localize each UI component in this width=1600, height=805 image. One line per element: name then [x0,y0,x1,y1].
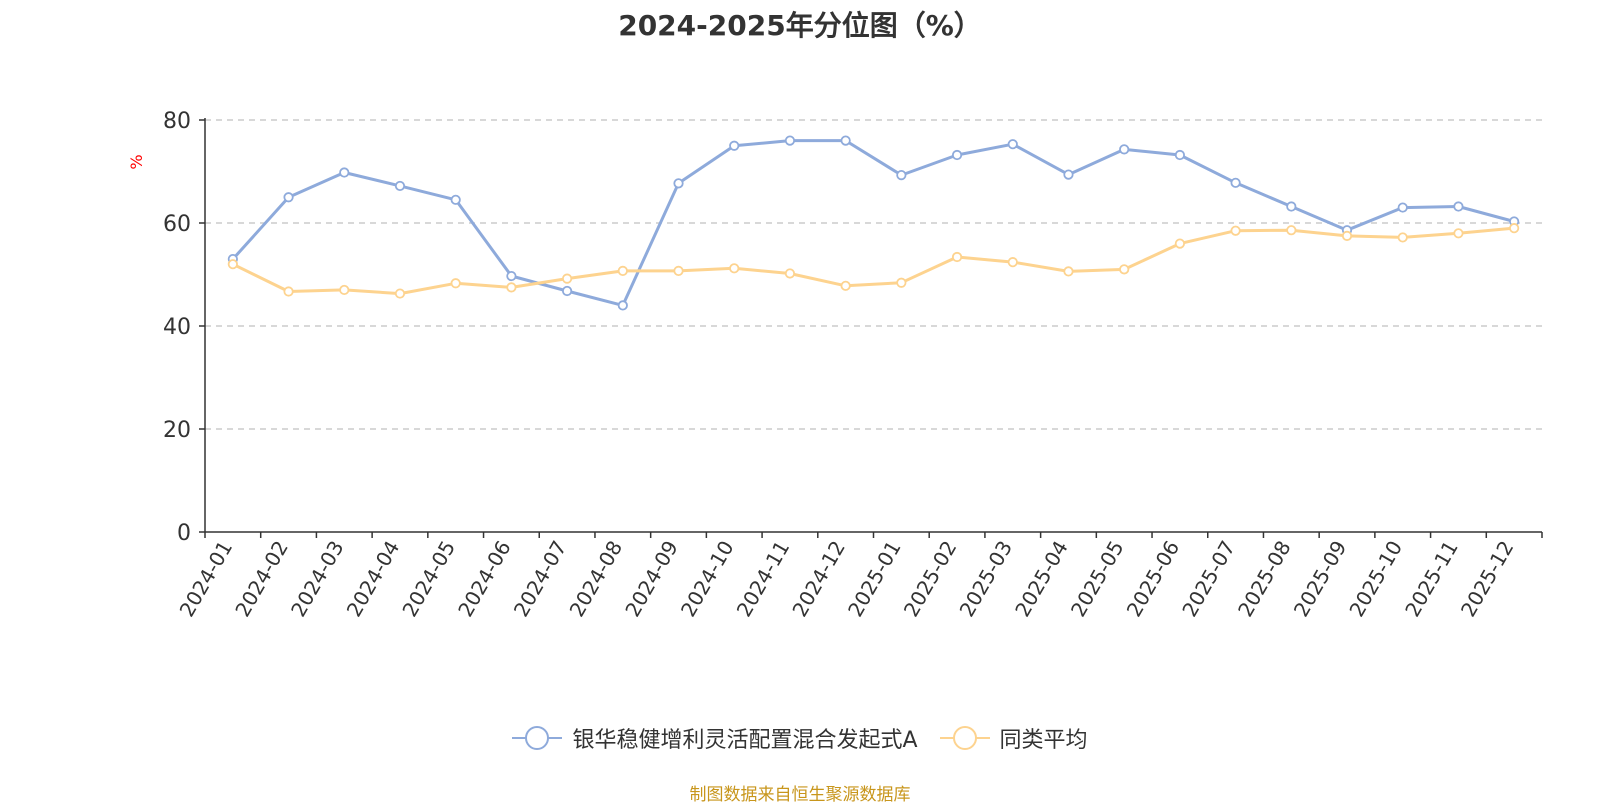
series-markers [227,135,1520,311]
x-tick-label: 2024-12 [787,537,850,621]
data-point [227,259,238,270]
x-tick-label: 2025-04 [1010,537,1073,621]
x-tick-label: 2025-11 [1400,537,1463,621]
data-point [1286,225,1297,236]
grid-lines [205,119,1542,430]
data-point [673,178,684,189]
x-tick-label: 2025-03 [955,536,1018,620]
x-tick-label: 2024-07 [509,537,572,621]
series-lines [231,139,1515,307]
x-tick-label: 2024-04 [342,537,405,621]
data-point [784,268,796,279]
data-point [1007,139,1018,150]
x-tick-label: 2025-02 [899,537,962,621]
y-tick-label: 0 [177,521,191,546]
legend-label: 同类平均 [999,728,1088,753]
data-point [617,300,628,311]
legend-item[interactable]: 银华稳健增利灵活配置混合发起式A [512,722,918,754]
y-axis-label: % [127,154,146,169]
data-point [1174,149,1185,161]
data-point [506,270,517,282]
data-point [1230,225,1241,236]
data-point [506,282,517,293]
data-point [729,140,740,151]
axes: 0204060802024-012024-022024-032024-04202… [163,109,1543,621]
data-point [673,265,684,276]
data-point [283,192,294,203]
legend-marker-icon [939,726,990,750]
data-point [562,285,573,297]
y-tick-label: 20 [163,418,191,443]
chart-title: 2024-2025年分位图（%） [618,9,982,42]
x-tick-label: 2025-07 [1177,537,1240,621]
legend-label: 银华稳健增利灵活配置混合发起式A [572,728,918,753]
data-point [1230,177,1241,188]
data-point [450,278,461,289]
data-point [840,135,851,146]
data-point [1341,230,1353,241]
y-tick-label: 60 [163,212,191,237]
data-point [394,180,406,192]
x-tick-label: 2025-10 [1344,537,1407,621]
data-point [1397,202,1408,213]
legend-marker-icon [512,726,563,750]
x-tick-label: 2024-06 [453,537,516,621]
data-point [1453,228,1464,239]
legend: 银华稳健增利灵活配置混合发起式A 同类平均 [0,722,1600,754]
x-tick-label: 2025-09 [1289,537,1352,621]
data-point [1453,201,1464,212]
data-point [729,263,740,274]
x-tick-label: 2024-03 [286,537,349,621]
data-source-note: 制图数据来自恒生聚源数据库 [689,785,911,805]
data-point [1509,223,1520,234]
x-tick-label: 2025-06 [1122,537,1185,621]
series-line [231,139,1515,307]
y-tick-label: 40 [163,315,191,340]
data-point [617,265,628,276]
data-point [339,284,350,296]
data-point [1397,232,1408,243]
data-point [339,167,350,178]
data-point [1007,257,1018,268]
data-point [1063,169,1074,180]
data-point [1174,238,1185,249]
data-point [394,288,406,299]
series-line [232,226,1515,296]
data-point [896,170,907,181]
data-point [1119,264,1130,275]
data-point [896,277,907,288]
x-tick-label: 2025-05 [1066,537,1129,621]
data-point [1063,266,1074,277]
x-tick-label: 2025-08 [1233,537,1296,621]
data-point [1119,144,1130,155]
x-tick-label: 2024-10 [676,537,739,621]
data-point [784,135,796,146]
x-tick-label: 2024-09 [620,537,683,621]
data-point [951,149,963,161]
x-tick-label: 2024-11 [732,537,795,621]
data-point [1286,201,1297,212]
x-tick-label: 2024-02 [230,537,293,621]
data-point [840,280,851,291]
data-point [283,286,294,297]
x-tick-label: 2024-05 [397,537,460,621]
data-point [951,251,963,263]
legend-item[interactable]: 同类平均 [939,722,1088,754]
y-tick-label: 80 [163,109,191,134]
x-tick-label: 2024-01 [175,537,238,621]
data-point [562,273,573,284]
data-point [450,194,461,205]
x-tick-label: 2025-12 [1456,537,1519,621]
x-tick-label: 2025-01 [843,537,906,621]
x-tick-label: 2024-08 [565,537,628,621]
